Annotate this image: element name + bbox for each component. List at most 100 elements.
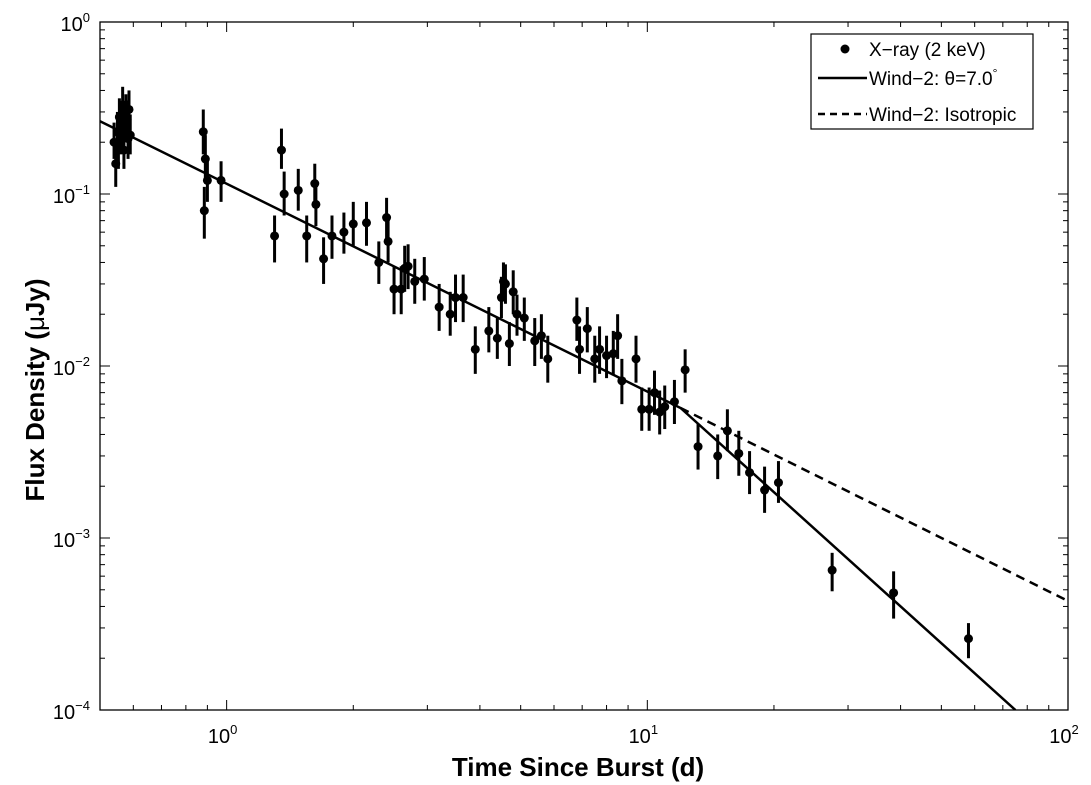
x-tick-label-base: 10 [1049, 726, 1071, 748]
x-tick-label-base: 10 [629, 726, 651, 748]
data-point [327, 231, 337, 241]
x-tick-label-exp: 0 [230, 722, 237, 737]
y-tick-label: 10−1 [53, 182, 90, 208]
data-point [383, 236, 393, 246]
x-tick-label-base: 10 [208, 726, 230, 748]
y-tick-label: 10−4 [53, 698, 90, 724]
data-point [536, 331, 546, 341]
data-points [109, 100, 973, 644]
y-tick-label-exp: 0 [83, 10, 90, 25]
y-tick-label-base: 10 [53, 186, 75, 208]
data-point [590, 354, 600, 364]
y-axis-label-suffix: Jy) [20, 278, 50, 316]
data-point [644, 404, 654, 414]
data-point [470, 344, 480, 354]
legend-label-xray: X−ray (2 keV) [869, 40, 986, 61]
data-point [680, 365, 690, 375]
data-point [339, 227, 349, 237]
data-point [310, 179, 320, 189]
data-point [508, 287, 518, 297]
data-point [512, 309, 522, 319]
data-point [200, 154, 210, 164]
data-point [396, 284, 406, 294]
data-point [734, 448, 744, 458]
data-point [572, 315, 582, 325]
data-point [693, 442, 703, 452]
data-point [504, 339, 514, 349]
data-point [122, 115, 132, 125]
legend-marker-xray [840, 44, 850, 54]
data-point [496, 293, 506, 303]
data-point [963, 634, 973, 644]
data-point [722, 426, 732, 436]
data-point [660, 402, 670, 412]
data-point [827, 565, 837, 575]
data-point [608, 349, 618, 359]
data-point [410, 276, 420, 286]
data-point [613, 331, 623, 341]
model-lines [100, 120, 1068, 710]
y-axis-label-greek: μ [20, 316, 50, 331]
y-tick-label-exp: −1 [75, 182, 90, 197]
data-point [216, 175, 226, 185]
y-axis-label-prefix: Flux Density ( [20, 331, 50, 502]
y-tick-label: 100 [61, 10, 90, 36]
y-tick-label-base: 10 [53, 358, 75, 380]
y-tick-label-exp: −4 [75, 698, 90, 713]
legend-label-solid: Wind−2: θ=7.0° [869, 66, 998, 90]
data-point [319, 254, 329, 264]
legend-label-solid-prefix: Wind−2: [869, 69, 945, 90]
data-point [119, 145, 129, 155]
data-point [458, 293, 468, 303]
y-tick-label-base: 10 [53, 530, 75, 552]
data-point [745, 468, 755, 478]
x-tick-label-exp: 2 [1072, 722, 1079, 737]
data-point [575, 344, 585, 354]
data-point [202, 175, 212, 185]
data-point [361, 218, 371, 228]
data-point [419, 274, 429, 284]
data-point [595, 344, 605, 354]
y-tick-label-exp: −2 [75, 354, 90, 369]
data-point [760, 485, 770, 495]
data-point [530, 336, 540, 346]
data-point [484, 326, 494, 336]
data-point [631, 354, 641, 364]
data-point [199, 206, 209, 216]
data-point [116, 130, 126, 140]
y-tick-label-exp: −3 [75, 526, 90, 541]
data-point [637, 404, 647, 414]
data-point [198, 127, 208, 137]
x-axis-label: Time Since Burst (d) [452, 752, 704, 782]
data-point [114, 112, 124, 122]
data-point [111, 159, 121, 169]
data-point [279, 189, 289, 199]
data-point [374, 257, 384, 267]
data-point [713, 451, 723, 461]
data-point [519, 313, 529, 323]
data-point [889, 588, 899, 598]
x-tick-label: 101 [629, 722, 658, 748]
data-point [382, 213, 392, 223]
y-tick-label: 10−3 [53, 526, 90, 552]
data-point [311, 199, 321, 209]
data-point [649, 388, 659, 398]
legend: X−ray (2 keV) Wind−2: θ=7.0° Wind−2: Iso… [810, 33, 1034, 130]
y-tick-label-base: 10 [61, 14, 83, 36]
data-point [543, 354, 553, 364]
data-point [348, 219, 358, 229]
data-point [617, 376, 627, 386]
data-point [500, 279, 510, 289]
data-point [669, 397, 679, 407]
data-point [451, 293, 461, 303]
data-point [276, 145, 286, 155]
data-point [124, 104, 134, 114]
data-point [270, 231, 280, 241]
data-point [492, 333, 502, 343]
data-point [118, 100, 128, 110]
y-tick-label: 10−2 [53, 354, 90, 380]
data-point [773, 478, 783, 488]
